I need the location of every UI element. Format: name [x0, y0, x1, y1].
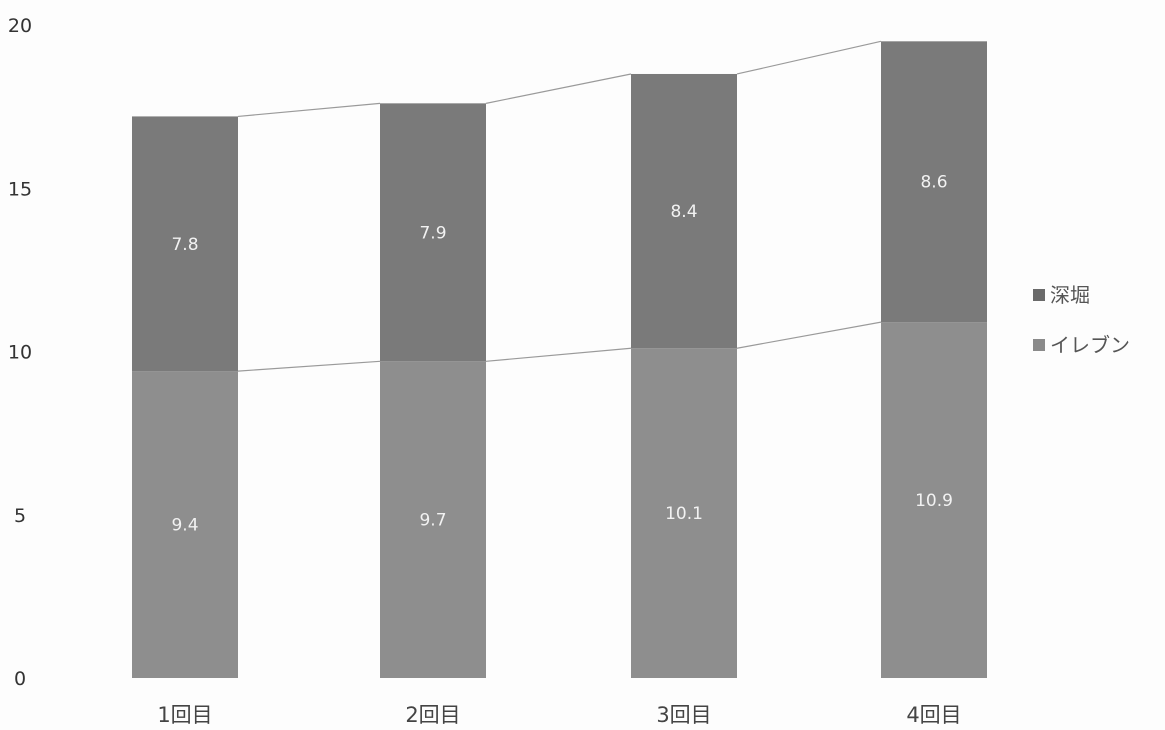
data-label: 9.7 [419, 511, 446, 531]
x-axis: 1回目 2回目 3回目 4回目 [157, 703, 961, 727]
legend-swatch [1033, 339, 1045, 351]
bars [132, 41, 987, 678]
series-line [485, 347, 632, 362]
series-line [736, 321, 882, 349]
series-line [485, 73, 632, 104]
data-label: 7.9 [419, 223, 446, 243]
x-category-label: 2回目 [405, 703, 460, 727]
legend-label: イレブン [1050, 333, 1130, 357]
y-tick-label: 0 [14, 668, 26, 690]
y-tick-label: 10 [8, 342, 32, 364]
data-label: 10.1 [665, 504, 703, 524]
data-label: 7.8 [171, 235, 198, 255]
x-category-label: 3回目 [656, 703, 711, 727]
legend-label: 深堀 [1050, 283, 1090, 307]
y-tick-label: 20 [8, 15, 32, 37]
x-category-label: 4回目 [906, 703, 961, 727]
bar-segment [380, 103, 486, 362]
data-label: 9.4 [171, 516, 198, 536]
y-tick-label: 15 [8, 178, 32, 200]
data-label: 8.4 [670, 202, 697, 222]
x-category-label: 1回目 [157, 703, 212, 727]
legend-swatch [1033, 289, 1045, 301]
y-axis: 0 5 10 15 20 [8, 15, 32, 690]
bar-segment [132, 116, 238, 372]
series-line [237, 102, 381, 118]
data-label: 8.6 [920, 173, 947, 193]
y-tick-label: 5 [14, 505, 26, 527]
series-line [237, 360, 381, 372]
bar-segment [881, 41, 987, 323]
data-label: 10.9 [915, 491, 953, 511]
data-labels: 9.4 7.8 9.7 7.9 10.1 8.4 10.9 8.6 [171, 173, 952, 536]
bar-segment [881, 322, 987, 678]
series-line [736, 40, 882, 75]
series-lines [237, 40, 882, 372]
bar-segment [631, 73, 737, 349]
bar-segment [132, 371, 238, 678]
bar-segment [380, 361, 486, 678]
bar-segment [631, 348, 737, 678]
